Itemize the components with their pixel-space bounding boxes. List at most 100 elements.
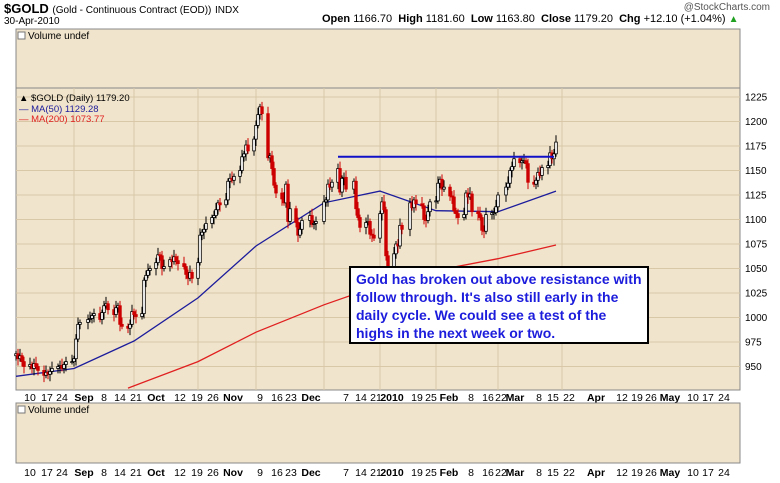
x-tick-label: 2010 bbox=[380, 392, 404, 404]
candle-body bbox=[496, 194, 500, 208]
chg-value: +12.10 (+1.04%) bbox=[643, 13, 726, 25]
x-tick-label: 10 bbox=[24, 467, 36, 479]
candle bbox=[252, 136, 256, 156]
candle-body bbox=[394, 243, 398, 255]
candle bbox=[128, 319, 132, 336]
candle-body bbox=[252, 138, 256, 152]
candle-body bbox=[132, 311, 136, 315]
candle bbox=[238, 165, 242, 184]
candle-body bbox=[536, 172, 540, 181]
candle-body bbox=[204, 223, 208, 230]
candle bbox=[204, 216, 208, 233]
x-tick-label: 16 bbox=[482, 467, 494, 479]
candle-body bbox=[456, 213, 460, 218]
candle bbox=[428, 198, 432, 217]
x-tick-label: 19 bbox=[631, 392, 643, 404]
x-tick-label: 10 bbox=[24, 392, 36, 404]
x-tick-label: 22 bbox=[563, 392, 575, 404]
candle-body bbox=[368, 221, 372, 235]
candle bbox=[400, 222, 404, 235]
x-tick-label: 22 bbox=[495, 467, 507, 479]
candle bbox=[296, 217, 300, 243]
candle-body bbox=[70, 361, 74, 364]
ticker-description: (Gold - Continuous Contract (EOD)) bbox=[52, 5, 212, 16]
x-tick-label: 26 bbox=[645, 467, 657, 479]
candle-body bbox=[266, 113, 270, 159]
x-tick-label: Mar bbox=[506, 467, 525, 479]
candle bbox=[266, 106, 270, 161]
x-tick-label: 10 bbox=[687, 392, 699, 404]
candle-body bbox=[118, 305, 122, 325]
candle bbox=[232, 173, 236, 186]
candle-body bbox=[184, 266, 188, 275]
candle bbox=[200, 229, 204, 241]
legend: ▲ $GOLD (Daily) 1179.20 — MA(50) 1129.28… bbox=[19, 93, 130, 125]
candle bbox=[56, 363, 60, 374]
candle bbox=[462, 207, 466, 221]
candle bbox=[260, 101, 264, 121]
x-tick-label: Apr bbox=[587, 467, 605, 479]
candle-body bbox=[480, 217, 484, 231]
candle bbox=[420, 196, 424, 209]
candle-body bbox=[20, 355, 24, 363]
candle-body bbox=[476, 211, 480, 215]
x-tick-label: 12 bbox=[616, 392, 628, 404]
y-tick-label: 975 bbox=[745, 338, 762, 349]
candle-body bbox=[548, 152, 552, 167]
candle-body bbox=[378, 213, 382, 239]
candle bbox=[218, 197, 222, 212]
candle bbox=[214, 202, 218, 219]
candle bbox=[546, 160, 550, 175]
low-value: 1163.80 bbox=[495, 13, 535, 25]
candle-body bbox=[158, 254, 162, 257]
x-tick-label: 25 bbox=[425, 392, 437, 404]
x-tick-label: 7 bbox=[343, 392, 349, 404]
candle-body bbox=[90, 315, 94, 319]
candle-body bbox=[356, 208, 360, 218]
x-tick-label: 16 bbox=[482, 392, 494, 404]
x-tick-label: 25 bbox=[425, 467, 437, 479]
candle-body bbox=[372, 234, 376, 239]
top-volume-label-text: Volume undef bbox=[28, 31, 89, 42]
x-tick-label: 26 bbox=[207, 467, 219, 479]
candle-body bbox=[238, 170, 242, 177]
y-tick-label: 950 bbox=[745, 362, 762, 373]
x-tick-label: Dec bbox=[301, 467, 320, 479]
candle-body bbox=[422, 205, 426, 220]
candle bbox=[408, 197, 412, 237]
candle-body bbox=[232, 175, 236, 181]
candle-body bbox=[88, 318, 92, 320]
candle bbox=[34, 356, 38, 370]
candle-body bbox=[130, 311, 134, 325]
candle bbox=[142, 277, 146, 319]
candle-body bbox=[144, 274, 148, 281]
candle-body bbox=[322, 201, 326, 222]
close-label: Close bbox=[541, 13, 571, 25]
candle-body bbox=[272, 168, 276, 186]
x-tick-label: Sep bbox=[74, 392, 93, 404]
candle bbox=[382, 195, 386, 213]
candle-body bbox=[436, 182, 440, 202]
x-tick-label: 21 bbox=[370, 392, 382, 404]
candle bbox=[340, 175, 344, 197]
candle bbox=[422, 202, 426, 225]
ticker-symbol: $GOLD bbox=[4, 1, 49, 16]
candle-body bbox=[512, 158, 516, 167]
x-tick-label: 21 bbox=[130, 392, 142, 404]
x-tick-label: 8 bbox=[101, 467, 107, 479]
candle-body bbox=[534, 179, 538, 185]
candle bbox=[148, 265, 152, 276]
candle-body bbox=[454, 210, 458, 215]
x-tick-label: 26 bbox=[207, 392, 219, 404]
x-tick-label: Nov bbox=[223, 467, 243, 479]
chart-date: 30-Apr-2010 bbox=[4, 16, 60, 27]
candle bbox=[176, 255, 180, 271]
x-tick-label: 26 bbox=[645, 392, 657, 404]
x-tick-label: 17 bbox=[702, 467, 714, 479]
candle bbox=[464, 190, 468, 220]
candle-body bbox=[76, 323, 80, 340]
x-tick-label: May bbox=[660, 467, 681, 479]
close-value: 1179.20 bbox=[574, 13, 613, 25]
candles bbox=[14, 101, 558, 383]
x-tick-label: Feb bbox=[440, 467, 459, 479]
